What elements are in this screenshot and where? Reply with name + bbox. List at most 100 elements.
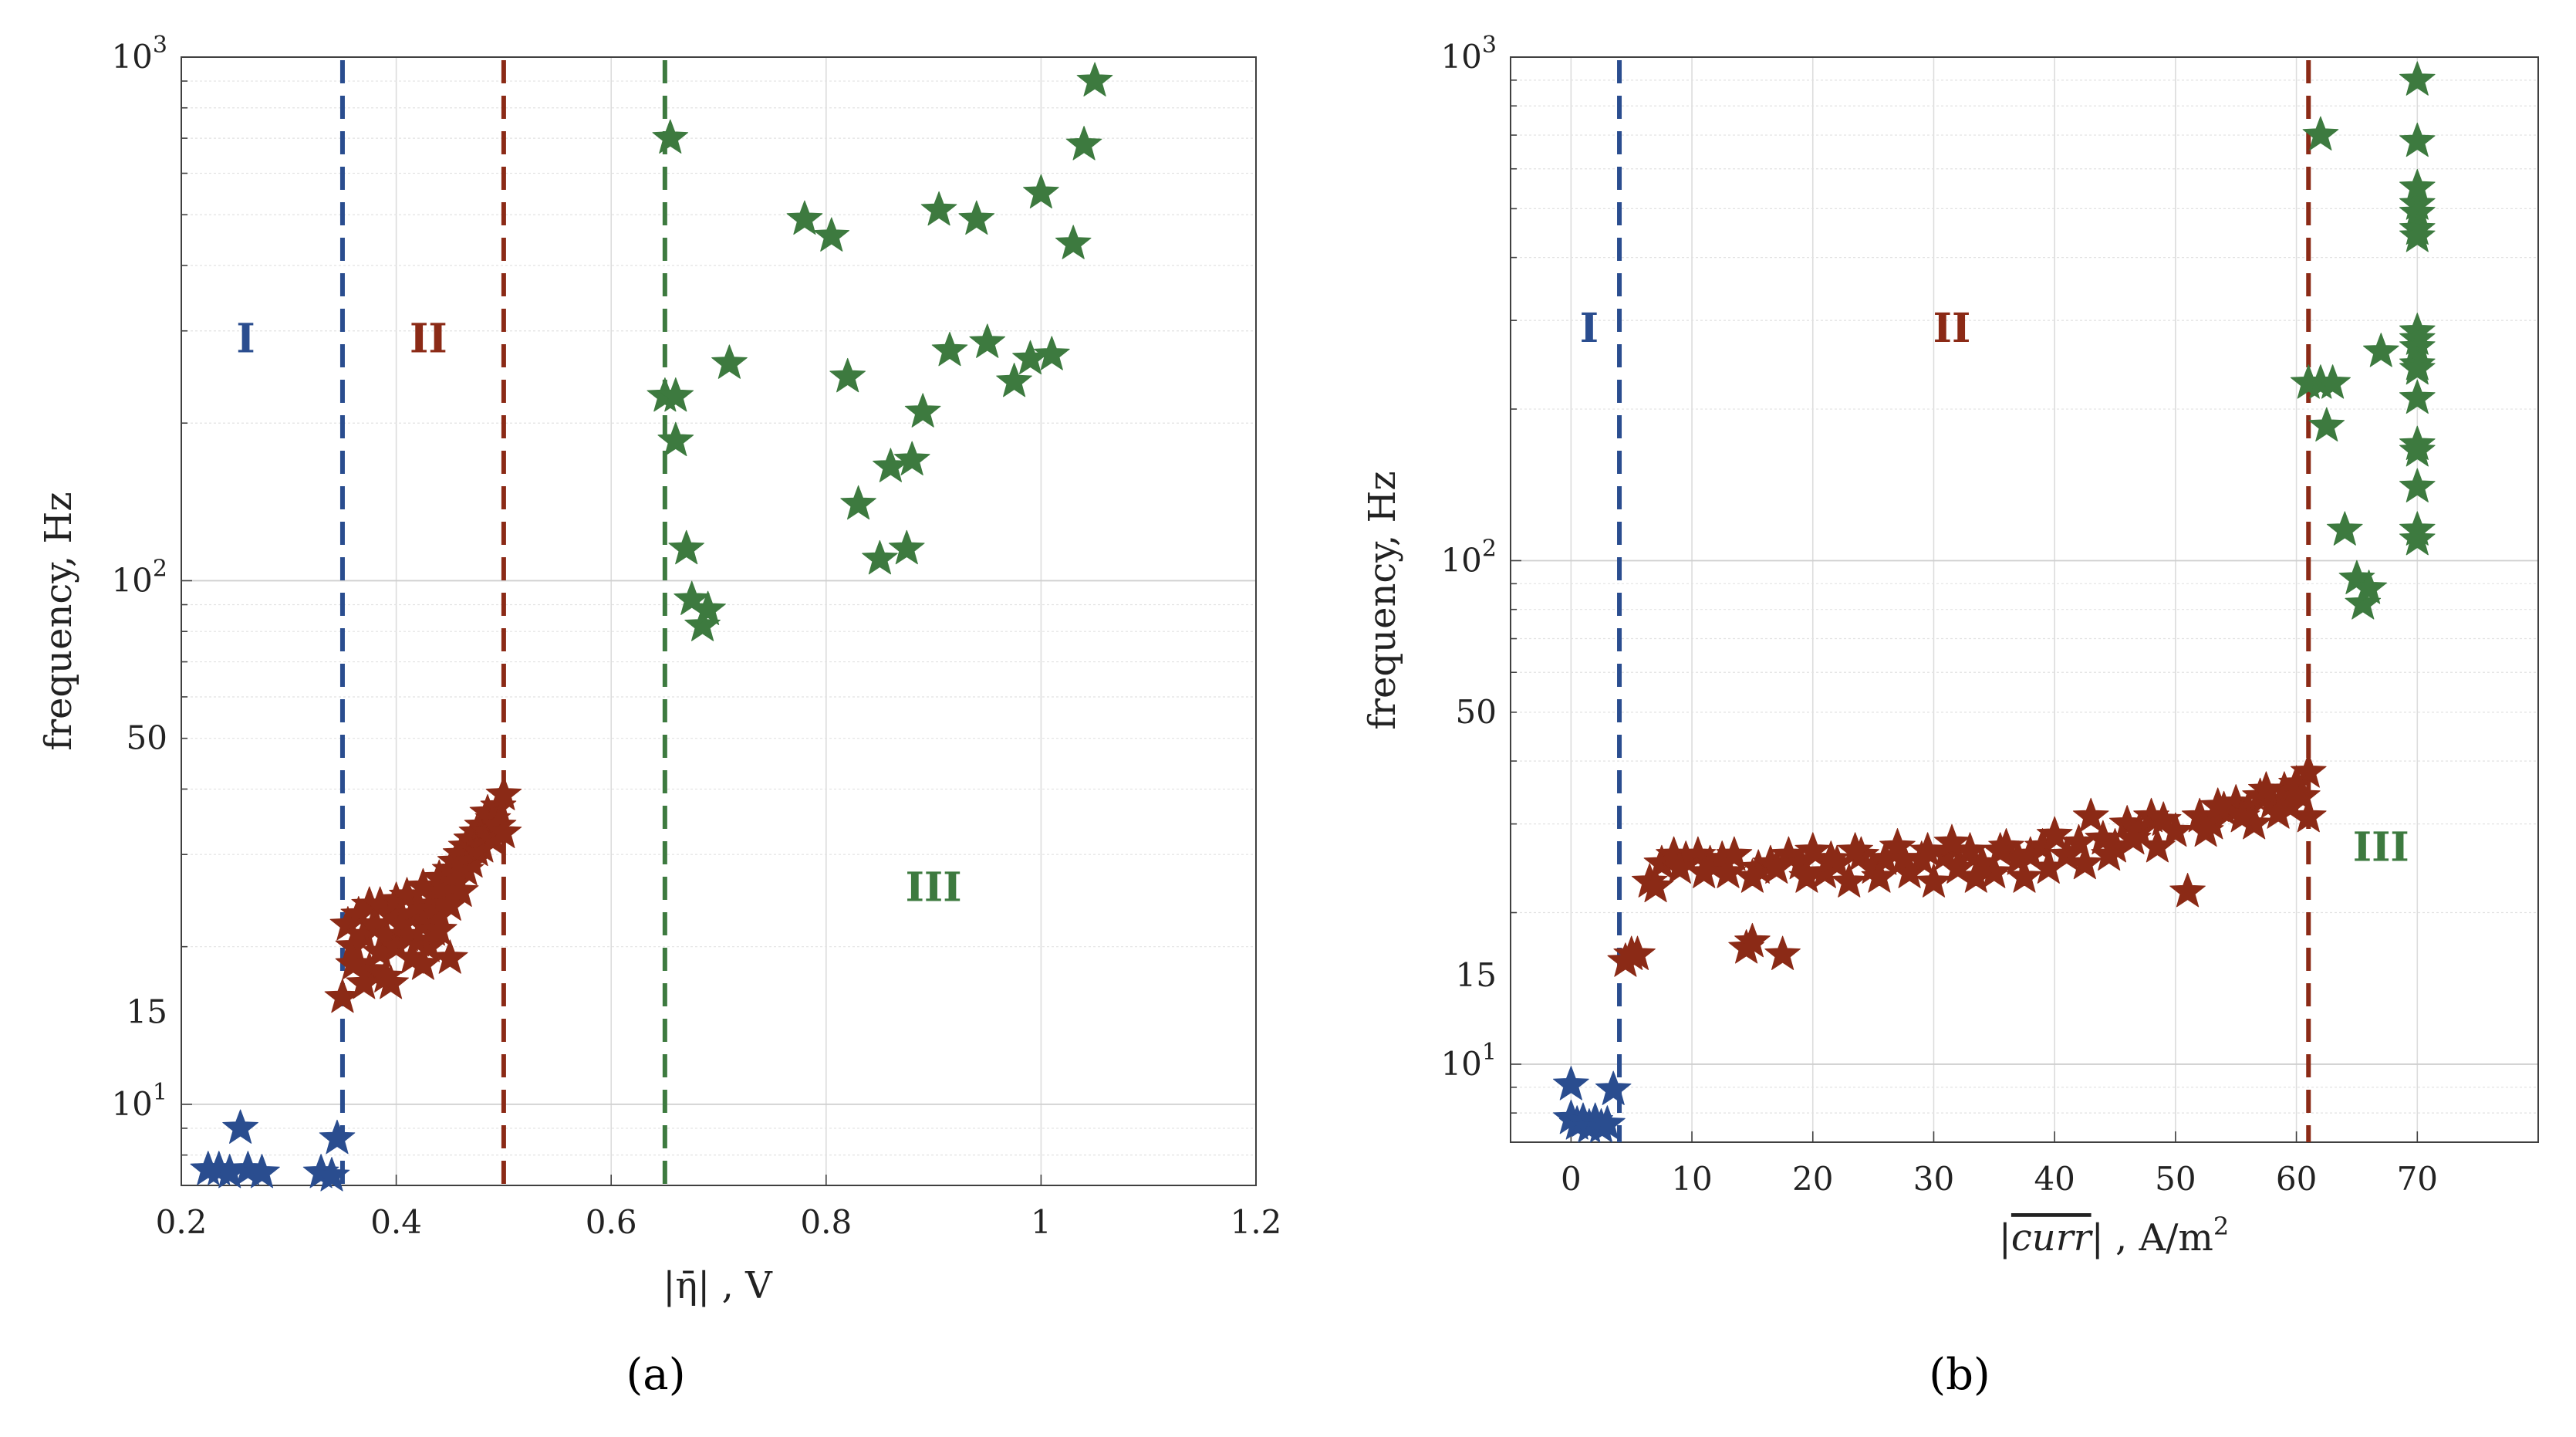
- panel-b: 0 10 20 30 40 50 60 70 101 15 50 102 103 frequency, H…: [1361, 32, 2539, 1400]
- data-point-star: [2399, 468, 2436, 502]
- data-point-star: [485, 813, 522, 848]
- data-point-star: [2067, 844, 2103, 880]
- data-point-star: [1976, 854, 2013, 888]
- data-point-star: [958, 200, 995, 235]
- data-point-star: [1861, 858, 1898, 893]
- data-point-star: [888, 529, 925, 565]
- axes-box: [181, 56, 1257, 1186]
- y-tick-label: 102: [111, 555, 167, 599]
- data-point-star: [1758, 849, 1795, 884]
- data-point-star: [1734, 922, 1771, 958]
- data-point-star: [1812, 840, 1849, 875]
- data-point-star: [2091, 836, 2127, 871]
- region-label: II: [1933, 305, 1971, 352]
- data-point-star: [346, 965, 383, 999]
- y-tick-label: 103: [111, 32, 167, 76]
- series-II: [1607, 753, 2327, 977]
- region-label: I: [236, 316, 255, 363]
- data-point-star: [313, 1157, 350, 1192]
- data-point-star: [2399, 61, 2436, 96]
- data-point-star: [2072, 797, 2109, 833]
- x-tick-label: 40: [2034, 1160, 2075, 1198]
- x-axis-label: |η̄| , V: [663, 1264, 773, 1307]
- data-point-star: [996, 363, 1032, 397]
- y-tick-label: 101: [1440, 1039, 1497, 1083]
- data-point-star: [904, 393, 941, 428]
- data-point-star: [485, 776, 522, 810]
- data-point-star: [2200, 787, 2237, 822]
- data-point-star: [1662, 849, 1698, 884]
- x-tick-label: 10: [1671, 1160, 1712, 1198]
- data-point-star: [1958, 858, 1994, 893]
- data-point-star: [1933, 823, 1970, 859]
- data-point-star: [2351, 570, 2387, 604]
- x-tick-label: 1: [1031, 1203, 1052, 1241]
- panel-label: (a): [626, 1350, 685, 1400]
- y-axis-label: frequency, Hz: [1361, 471, 1404, 729]
- data-point-star: [2187, 812, 2224, 847]
- panel-label: (b): [1929, 1350, 1990, 1400]
- x-tick-label: 1.2: [1231, 1203, 1282, 1241]
- data-point-star: [1553, 1066, 1589, 1101]
- data-point-star: [2308, 407, 2345, 442]
- data-point-star: [1595, 1070, 1632, 1105]
- data-point-star: [2290, 753, 2327, 788]
- data-point-star: [829, 357, 866, 393]
- series-I: [190, 1109, 356, 1192]
- data-point-star: [668, 529, 704, 565]
- y-tick-label: 102: [1440, 535, 1497, 579]
- data-point-star: [1837, 832, 1873, 867]
- x-tick-label: 70: [2397, 1160, 2438, 1198]
- grid: [1511, 56, 2538, 1143]
- x-tick-label: 50: [2155, 1160, 2196, 1198]
- x-tick-label: 0: [1561, 1160, 1582, 1198]
- data-point-star: [1909, 832, 1946, 867]
- region-label: III: [2353, 823, 2409, 871]
- data-point-star: [652, 119, 689, 154]
- data-point-star: [421, 911, 457, 946]
- y-tick-label: 50: [1456, 693, 1497, 731]
- data-point-star: [1764, 935, 1801, 970]
- data-point-star: [920, 191, 957, 226]
- data-point-star: [1034, 336, 1070, 370]
- x-tick-label: 0.4: [370, 1203, 422, 1241]
- data-point-star: [2314, 364, 2351, 399]
- data-point-star: [1055, 225, 1092, 259]
- data-point-star: [2399, 521, 2436, 556]
- y-tick-label: 50: [127, 719, 167, 757]
- data-point-star: [813, 217, 850, 252]
- data-point-star: [786, 200, 823, 235]
- data-point-star: [2326, 511, 2363, 546]
- data-point-star: [2302, 116, 2339, 150]
- region-label: III: [906, 864, 962, 911]
- series-II: [324, 776, 522, 1013]
- data-point-star: [2399, 350, 2436, 385]
- data-point-star: [405, 945, 441, 980]
- data-point-star: [2169, 873, 2206, 908]
- data-point-star: [657, 377, 694, 412]
- data-point-star: [1613, 935, 1649, 970]
- data-point-star: [1589, 1105, 1626, 1140]
- axes-box: [1510, 56, 2539, 1143]
- data-point-star: [1916, 863, 1952, 898]
- data-point-star: [969, 323, 1006, 358]
- data-point-star: [690, 590, 726, 625]
- data-point-star: [2399, 432, 2436, 467]
- x-tick-label: 20: [1792, 1160, 1833, 1198]
- plot-area: [1511, 57, 2538, 1142]
- data-point-star: [2115, 820, 2152, 855]
- data-point-star: [2363, 333, 2399, 367]
- data-point-star: [2139, 828, 2176, 863]
- data-point-star: [319, 1119, 356, 1155]
- data-point-star: [1023, 174, 1059, 209]
- x-axis-label: |curr| , A/m2: [1999, 1212, 2230, 1259]
- region-label: I: [1580, 305, 1599, 352]
- series-I: [1553, 1066, 1632, 1143]
- data-point-star: [1788, 858, 1825, 893]
- data-point-star: [840, 485, 876, 520]
- data-point-star: [893, 441, 930, 475]
- y-tick-label: 103: [1440, 32, 1497, 76]
- data-point-star: [1065, 126, 1102, 161]
- data-point-star: [2399, 122, 2436, 157]
- data-point-star: [367, 958, 403, 992]
